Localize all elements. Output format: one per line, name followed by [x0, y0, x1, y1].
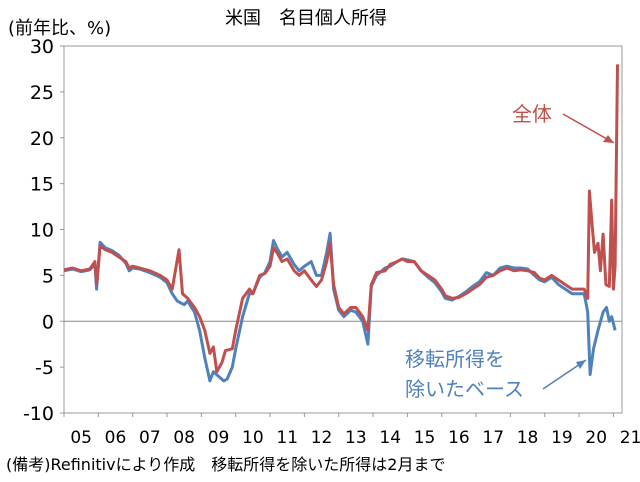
y-tick-label: 10: [30, 220, 54, 242]
x-tick-label: 14: [379, 428, 401, 448]
series-label-total: 全体: [512, 102, 552, 126]
y-tick-label: 20: [30, 128, 54, 150]
x-tick-label: 06: [105, 428, 127, 448]
x-tick-label: 11: [276, 428, 298, 448]
series-label-ex-transfer-line1: 移転所得を: [405, 347, 505, 371]
x-tick-label: 10: [242, 428, 264, 448]
x-tick-label: 15: [414, 428, 436, 448]
chart-note: (備考)Refinitivにより作成 移転所得を除いた所得は2月まで: [6, 455, 445, 474]
chart-title: 米国 名目個人所得: [225, 8, 387, 29]
x-tick-label: 21: [620, 428, 640, 448]
y-axis-label: (前年比、%): [8, 18, 111, 39]
x-tick-label: 19: [551, 428, 573, 448]
x-tick-label: 17: [482, 428, 504, 448]
y-tick-label: -10: [23, 403, 54, 425]
y-tick-label: -5: [35, 357, 54, 379]
arrowhead-total: [603, 135, 614, 143]
x-tick-label: 20: [585, 428, 607, 448]
x-tick-label: 12: [311, 428, 333, 448]
x-tick-label: 13: [345, 428, 367, 448]
y-tick-label: 25: [30, 82, 54, 104]
y-tick-label: 5: [42, 265, 54, 287]
arrowhead-ex-transfer: [576, 360, 586, 369]
y-tick-label: 0: [42, 311, 54, 333]
y-tick-label: 30: [30, 36, 54, 58]
x-tick-label: 05: [70, 428, 92, 448]
x-tick-label: 07: [139, 428, 161, 448]
x-tick-label: 08: [173, 428, 195, 448]
x-tick-label: 16: [448, 428, 470, 448]
series-label-ex-transfer-line2: 除いたベース: [405, 377, 524, 401]
series-line-total: [63, 64, 619, 374]
arrow-total: [562, 113, 615, 144]
y-tick-label: 15: [30, 174, 54, 196]
x-tick-label: 09: [208, 428, 230, 448]
x-tick-label: 18: [517, 428, 539, 448]
